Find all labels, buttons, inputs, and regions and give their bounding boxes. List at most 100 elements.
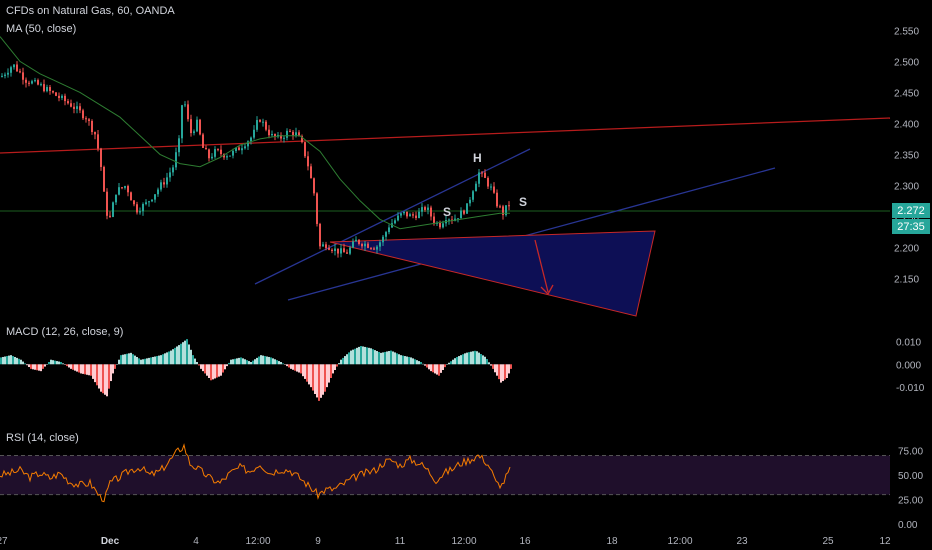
rsi-axis[interactable]: 75.00 50.00 25.00 0.00 (898, 447, 923, 531)
macd-bar (494, 364, 496, 373)
candle-body (298, 132, 300, 137)
macd-bar (328, 364, 330, 383)
time-tick-11: 25 (822, 536, 834, 547)
macd-bar (492, 364, 494, 369)
macd-bar (372, 349, 374, 365)
macd-bar (278, 361, 280, 365)
macd-bar (46, 364, 48, 365)
macd-bar (198, 364, 200, 366)
price-axis[interactable]: 2.5502.5002.4502.4002.3502.3002.2502.200… (894, 26, 919, 285)
macd-bar (334, 364, 336, 370)
pattern-label-right-shoulder: S (519, 195, 527, 209)
macd-bar (76, 364, 78, 372)
macd-bar (396, 353, 398, 365)
macd-bar (42, 364, 44, 369)
macd-bar (366, 347, 368, 365)
candles-group (1, 61, 510, 258)
macd-bar (64, 364, 66, 365)
candle-body (19, 71, 21, 73)
macd-bar (146, 358, 148, 365)
candle-body (424, 207, 426, 210)
macd-bar (422, 363, 424, 365)
candle-body (313, 178, 315, 194)
macd-bar (60, 362, 62, 365)
macd-bar (106, 364, 108, 397)
macd-bar (454, 358, 456, 365)
price-tick-2: 2.450 (894, 88, 919, 99)
candle-body (280, 135, 282, 139)
macd-bar (182, 342, 184, 365)
time-tick-6: 12:00 (451, 536, 476, 547)
target-triangle (329, 230, 656, 317)
price-tick-3: 2.400 (894, 119, 919, 130)
time-axis[interactable]: 27 Dec 4 12:00 9 11 12:00 16 18 12:00 23 25 12 (0, 536, 891, 547)
time-tick-1: Dec (101, 536, 120, 547)
candle-body (256, 120, 258, 130)
macd-bar (230, 359, 232, 365)
macd-bar (142, 359, 144, 365)
macd-pane[interactable] (0, 339, 512, 401)
macd-axis[interactable]: 0.010 0.000 -0.010 (896, 337, 925, 394)
candle-body (247, 141, 249, 147)
macd-bar (206, 364, 208, 376)
macd-bars-group (0, 339, 512, 401)
candle-body (52, 90, 54, 93)
price-pane[interactable]: H S S (0, 36, 891, 317)
macd-bar (398, 354, 400, 365)
macd-bar (466, 352, 468, 365)
candle-body (457, 218, 459, 220)
candle-body (343, 248, 345, 253)
macd-bar (310, 364, 312, 388)
macd-bar (62, 363, 64, 365)
macd-bar (340, 359, 342, 365)
macd-bar (140, 359, 142, 365)
macd-bar (256, 357, 258, 365)
macd-bar (472, 351, 474, 365)
macd-bar (200, 364, 202, 369)
macd-bar (16, 357, 18, 365)
macd-bar (290, 364, 292, 369)
macd-bar (40, 364, 42, 372)
candle-body (16, 64, 18, 72)
macd-bar (26, 364, 28, 366)
macd-bar (148, 357, 150, 365)
last-price-badge (892, 203, 930, 218)
macd-bar (462, 354, 464, 365)
rsi-pane[interactable] (0, 443, 890, 503)
macd-bar (160, 355, 162, 365)
candle-body (265, 121, 267, 130)
macd-bar (178, 345, 180, 365)
time-tick-3: 12:00 (245, 536, 270, 547)
macd-bar (426, 364, 428, 368)
time-tick-2: 4 (193, 536, 199, 547)
macd-bar (316, 364, 318, 398)
macd-bar (24, 363, 26, 365)
macd-bar (4, 356, 6, 365)
candle-body (427, 207, 429, 210)
macd-bar (134, 355, 136, 365)
candle-body (319, 223, 321, 247)
macd-bar (108, 364, 110, 389)
macd-bar (80, 364, 82, 374)
macd-bar (484, 356, 486, 365)
macd-bar (86, 364, 88, 375)
candle-body (487, 177, 489, 187)
candle-body (448, 219, 450, 221)
macd-bar (248, 361, 250, 365)
macd-bar (172, 349, 174, 365)
rsi-legend: RSI (14, close) (6, 432, 79, 444)
candle-body (394, 220, 396, 224)
macd-bar (168, 351, 170, 365)
candle-body (100, 148, 102, 167)
countdown-badge (892, 219, 930, 234)
candle-body (505, 205, 507, 216)
macd-bar (296, 364, 298, 372)
macd-bar (376, 351, 378, 365)
macd-bar (50, 359, 52, 365)
candle-body (187, 104, 189, 120)
macd-bar (66, 364, 68, 367)
macd-bar (190, 349, 192, 365)
macd-bar (508, 364, 510, 374)
candle-body (97, 134, 99, 149)
